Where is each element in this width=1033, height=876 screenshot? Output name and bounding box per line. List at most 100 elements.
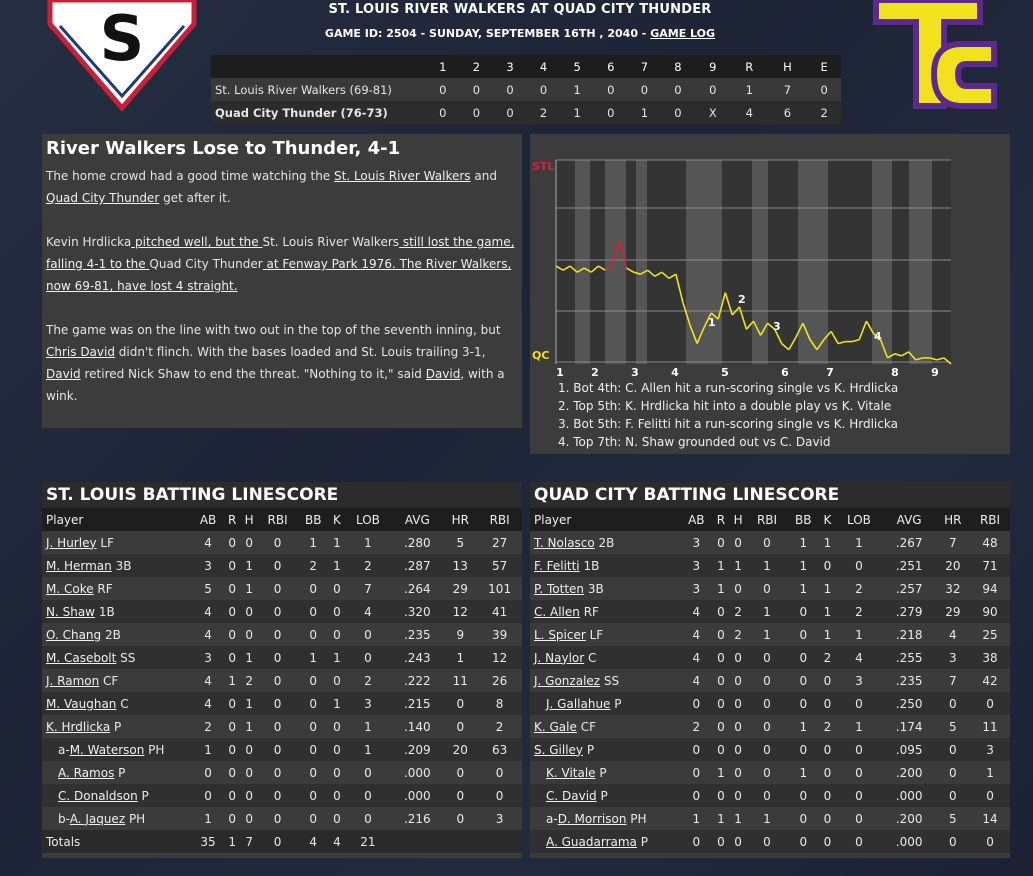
- stat-cell: 0: [819, 738, 836, 761]
- totals-cell: [443, 830, 478, 853]
- player-link[interactable]: N. Shaw: [46, 604, 95, 619]
- player-link[interactable]: J. Hurley: [46, 535, 97, 550]
- stat-cell: 0: [224, 623, 241, 646]
- column-header: RBI: [970, 508, 1010, 531]
- wp-line-segment: [781, 342, 790, 351]
- linescore-cell: 0: [694, 78, 731, 101]
- x-tick-label: 6: [781, 366, 789, 379]
- player-link[interactable]: M. Casebolt: [46, 650, 117, 665]
- wp-line-segment: [682, 302, 691, 326]
- stat-cell: 0: [240, 623, 258, 646]
- recap-link[interactable]: St. Louis River Walkers: [334, 169, 471, 183]
- stat-cell: .095: [882, 738, 936, 761]
- stat-cell: 12: [477, 646, 522, 669]
- player-link[interactable]: A. Ramos: [58, 765, 115, 780]
- linescore-corner: [211, 55, 426, 78]
- linescore-col-e: E: [807, 55, 841, 78]
- wp-line-segment: [717, 292, 727, 320]
- table-row: J. Hurley LF 4 0 0 0 1 1 1.280 5 27: [42, 531, 522, 554]
- player-link[interactable]: J. Gallahue: [546, 696, 611, 711]
- recap-link[interactable]: David: [46, 367, 81, 381]
- stat-cell: 0: [329, 784, 345, 807]
- x-tick-label: 8: [891, 366, 899, 379]
- player-link[interactable]: O. Chang: [46, 627, 102, 642]
- stat-cell: .218: [882, 623, 936, 646]
- stat-cell: 1: [835, 623, 883, 646]
- stat-cell: .279: [882, 600, 936, 623]
- stat-cell: 5: [935, 807, 971, 830]
- player-link[interactable]: C. Donaldson: [58, 788, 138, 803]
- stat-cell: 1: [835, 715, 883, 738]
- recap-link[interactable]: David: [425, 367, 461, 381]
- player-link[interactable]: J. Gonzalez: [534, 673, 601, 688]
- stat-cell: 0: [240, 738, 258, 761]
- stat-cell: 1: [786, 531, 820, 554]
- player-cell: A. Ramos P: [42, 761, 192, 784]
- wp-line-segment: [604, 263, 613, 271]
- player-link[interactable]: A. Guadarrama: [546, 834, 637, 849]
- linescore-cell: 0: [661, 78, 695, 101]
- player-link[interactable]: K. Gale: [534, 719, 577, 734]
- stat-cell: 0: [970, 784, 1010, 807]
- wp-line-segment: [823, 330, 832, 341]
- stat-cell: 90: [970, 600, 1010, 623]
- player-cell: O. Chang 2B: [42, 623, 192, 646]
- player-link[interactable]: T. Nolasco: [534, 535, 595, 550]
- recap-link[interactable]: pitched well, but the: [131, 235, 263, 249]
- stat-cell: 0: [835, 761, 883, 784]
- player-link[interactable]: C. David: [546, 788, 597, 803]
- column-header: R: [224, 508, 241, 531]
- player-position: 2B: [101, 627, 121, 642]
- win-probability-chart: STL QC 1 2 3 4 5 6 7 8 9 1 2 3 4: [532, 159, 952, 379]
- player-position: P: [595, 765, 607, 780]
- chart-top-label: STL: [532, 160, 554, 173]
- stat-cell: 0: [680, 738, 713, 761]
- stat-cell: 1: [729, 554, 748, 577]
- player-link[interactable]: M. Coke: [46, 581, 94, 596]
- stat-cell: 0: [786, 600, 820, 623]
- player-cell: K. Gale CF: [530, 715, 680, 738]
- player-cell: L. Spicer LF: [530, 623, 680, 646]
- recap-link[interactable]: still lost the game, falling 4-1 to the: [46, 235, 515, 271]
- stat-cell: 1: [329, 692, 345, 715]
- player-position: 3B: [111, 558, 132, 573]
- stat-cell: 48: [970, 531, 1010, 554]
- totals-cell: 4: [329, 830, 345, 853]
- player-link[interactable]: M. Herman: [46, 558, 112, 573]
- wp-line-segment: [738, 306, 748, 330]
- wp-line-segment: [626, 267, 635, 273]
- player-link[interactable]: P. Totten: [534, 581, 585, 596]
- player-link[interactable]: K. Hrdlicka: [46, 719, 111, 734]
- inning-band: [798, 160, 828, 364]
- player-link[interactable]: C. Allen: [534, 604, 580, 619]
- player-link[interactable]: J. Ramon: [46, 673, 100, 688]
- game-log-link[interactable]: GAME LOG: [650, 27, 716, 40]
- player-link[interactable]: J. Naylor: [534, 650, 585, 665]
- chart-note: 3. Bot 5th: F. Felitti hit a run-scoring…: [558, 417, 898, 431]
- stat-cell: 0: [786, 738, 820, 761]
- st-louis-logo: S: [47, 0, 197, 112]
- stat-cell: 1: [819, 531, 836, 554]
- stat-cell: 1: [747, 807, 787, 830]
- wp-line-segment: [640, 269, 649, 275]
- player-link[interactable]: M. Waterson: [69, 742, 145, 757]
- stat-cell: 0: [712, 531, 730, 554]
- recap-link[interactable]: at Fenway Park 1976. The River Walkers, …: [46, 257, 512, 293]
- game-info: GAME ID: 2504 - SUNDAY, SEPTEMBER 16TH ,…: [230, 27, 810, 40]
- stat-cell: 1: [680, 807, 713, 830]
- player-link[interactable]: L. Spicer: [534, 627, 586, 642]
- player-link[interactable]: D. Morrison: [557, 811, 627, 826]
- player-link[interactable]: K. Vitale: [546, 765, 596, 780]
- stat-cell: 0: [747, 738, 787, 761]
- player-link[interactable]: M. Vaughan: [46, 696, 117, 711]
- player-link[interactable]: S. Gilley: [534, 742, 584, 757]
- player-cell: J. Gallahue P: [530, 692, 680, 715]
- recap-link[interactable]: Quad City Thunder: [46, 191, 160, 205]
- stl-table-footer: [42, 853, 522, 858]
- stat-cell: 1: [712, 554, 730, 577]
- recap-link[interactable]: Chris David: [46, 345, 115, 359]
- player-link[interactable]: F. Felitti: [534, 558, 580, 573]
- recap-text: and: [470, 169, 497, 183]
- stat-cell: 1: [297, 646, 330, 669]
- player-link[interactable]: A. Jaquez: [69, 811, 126, 826]
